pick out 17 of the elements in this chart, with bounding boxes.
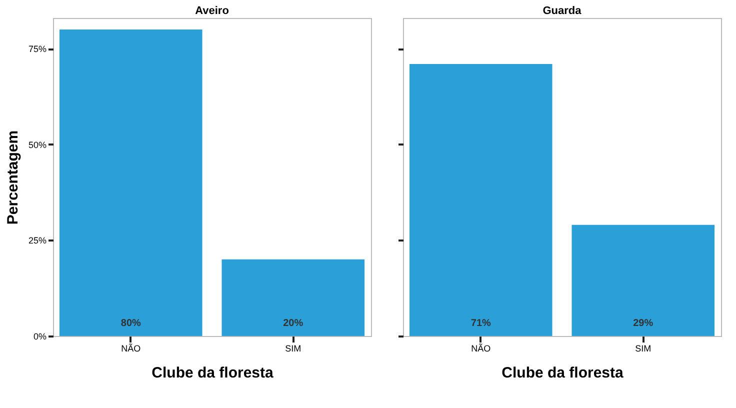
x-axis-title: Clube da floresta <box>152 364 274 382</box>
x-tick-label: NÃO <box>121 344 141 354</box>
x-tick-label: SIM <box>635 344 652 354</box>
x-tick-label: NÃO <box>471 344 491 354</box>
x-axis-title: Clube da floresta <box>502 364 624 382</box>
y-tick-label: 25% <box>28 236 46 246</box>
chart-title: Guarda <box>542 5 582 17</box>
y-tick-label: 0% <box>33 332 46 342</box>
data-label: 71% <box>470 318 491 329</box>
y-axis-title: Percentagem <box>4 130 22 225</box>
y-tick-label: 75% <box>28 44 46 54</box>
y-tick-label: 50% <box>28 140 46 150</box>
data-label: 20% <box>283 318 304 329</box>
data-label: 29% <box>633 318 654 329</box>
data-label: 80% <box>120 318 141 329</box>
chart-title: Aveiro <box>195 5 230 17</box>
x-tick-label: SIM <box>285 344 302 354</box>
